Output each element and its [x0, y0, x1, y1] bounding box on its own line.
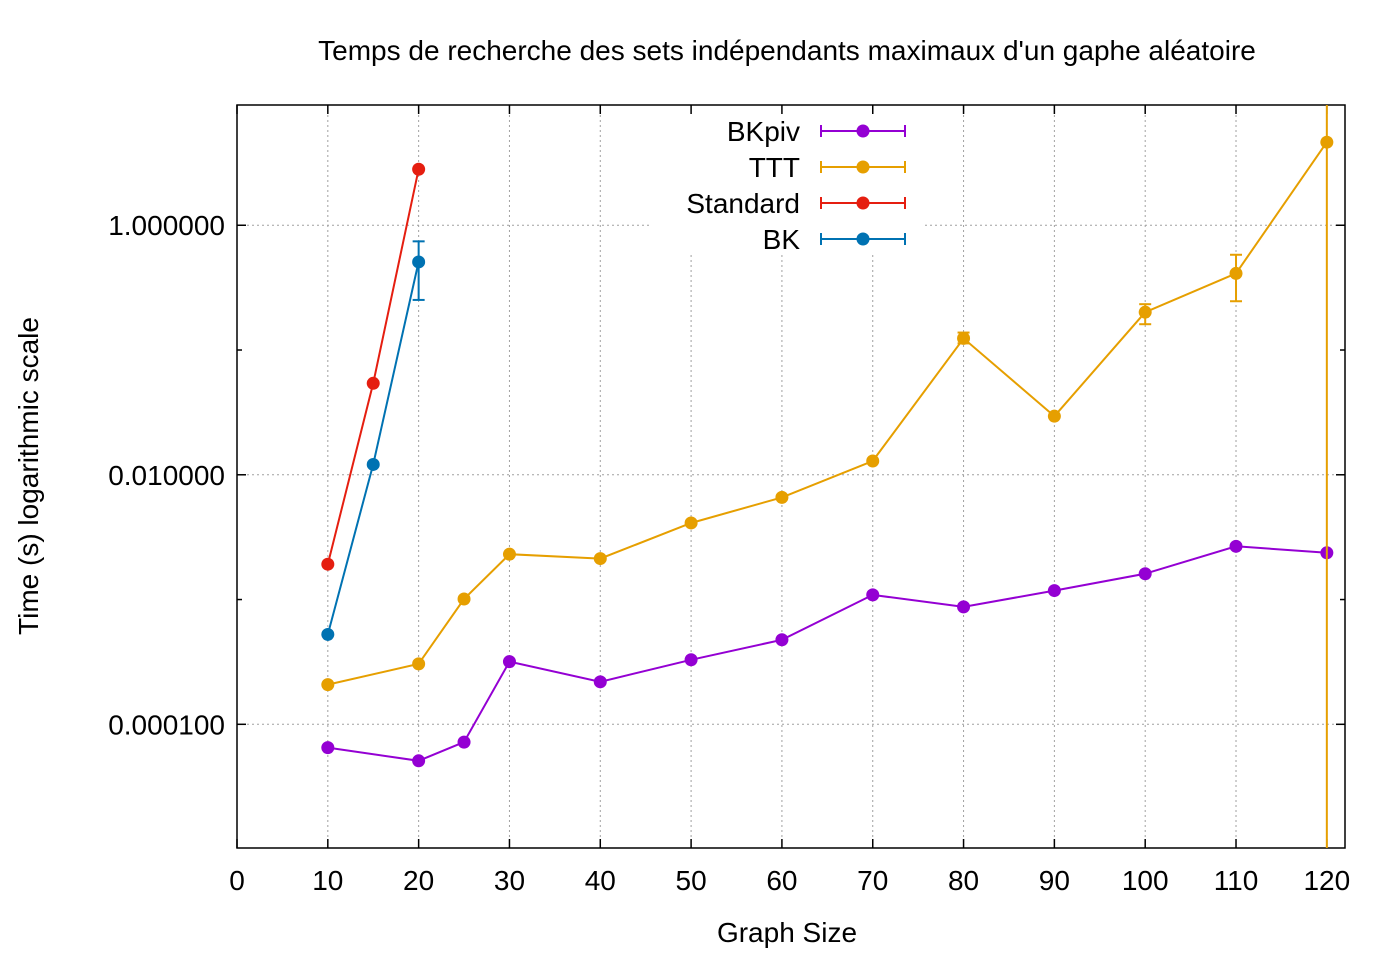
series-standard: [321, 162, 426, 571]
x-tick-label: 0: [229, 865, 245, 896]
data-point: [684, 516, 698, 530]
data-point: [321, 557, 335, 571]
data-point: [1047, 584, 1061, 598]
data-point: [684, 653, 698, 667]
data-point: [775, 490, 789, 504]
x-tick-label: 60: [766, 865, 797, 896]
y-axis-label: Time (s) logarithmic scale: [13, 317, 44, 635]
x-tick-label: 120: [1303, 865, 1350, 896]
data-point: [1320, 135, 1334, 149]
legend-item: BKpiv: [727, 116, 906, 147]
legend-marker: [856, 124, 870, 138]
legend-label: BKpiv: [727, 116, 800, 147]
data-point: [593, 552, 607, 566]
y-tick-label: 0.010000: [108, 460, 225, 491]
data-point: [412, 657, 426, 671]
series-bkpiv: [321, 539, 1334, 768]
x-tick-label: 80: [948, 865, 979, 896]
x-tick-label: 110: [1214, 865, 1259, 896]
data-point: [321, 678, 335, 692]
data-point: [366, 376, 380, 390]
data-point: [1047, 409, 1061, 423]
legend-item: Standard: [686, 188, 906, 219]
series-line: [327, 545, 1327, 762]
legend: BKpiv TTT Standard BK: [686, 116, 906, 255]
legend-marker: [856, 160, 870, 174]
data-point: [1138, 305, 1152, 319]
x-tick-label: 90: [1039, 865, 1070, 896]
data-point: [866, 588, 880, 602]
x-tick-label: 50: [676, 865, 707, 896]
x-tick-label: 40: [585, 865, 616, 896]
data-point: [866, 454, 880, 468]
y-tick-label: 1.000000: [108, 210, 225, 241]
data-point: [412, 255, 426, 269]
legend-marker: [856, 196, 870, 210]
data-point: [1138, 567, 1152, 581]
data-point: [957, 331, 971, 345]
legend-item: BK: [763, 224, 906, 255]
y-tick-label: 0.000100: [108, 709, 225, 740]
chart-title: Temps de recherche des sets indépendants…: [318, 35, 1256, 66]
data-point: [502, 547, 516, 561]
data-point: [412, 754, 426, 768]
data-point: [366, 457, 380, 471]
data-point: [957, 600, 971, 614]
x-tick-label: 20: [403, 865, 434, 896]
data-point: [502, 655, 516, 669]
x-tick-label: 10: [312, 865, 343, 896]
x-axis-label: Graph Size: [717, 917, 857, 948]
legend-item: TTT: [749, 152, 906, 183]
x-tick-label: 100: [1122, 865, 1169, 896]
plot-frame: [236, 104, 1346, 849]
data-point: [775, 633, 789, 647]
data-point: [412, 162, 426, 176]
data-point: [457, 592, 471, 606]
axes: 0 10 20 30 40 50 60 70 80 90 100 110 120 0.000100 0.01…: [108, 104, 1350, 896]
series-bk: [321, 240, 426, 641]
legend-label: Standard: [686, 188, 800, 219]
x-tick-label: 70: [857, 865, 888, 896]
legend-label: BK: [763, 224, 801, 255]
series-line: [326, 261, 420, 635]
legend-label: TTT: [749, 152, 800, 183]
plot-area: [321, 105, 1334, 848]
series-line: [326, 169, 420, 565]
series-ttt: [321, 105, 1334, 848]
data-point: [1229, 539, 1243, 553]
data-point: [321, 627, 335, 641]
data-point: [457, 735, 471, 749]
data-point: [321, 741, 335, 755]
series-line: [327, 141, 1328, 686]
data-point: [1229, 266, 1243, 280]
legend-marker: [856, 232, 870, 246]
data-point: [593, 675, 607, 689]
x-tick-label: 30: [494, 865, 525, 896]
